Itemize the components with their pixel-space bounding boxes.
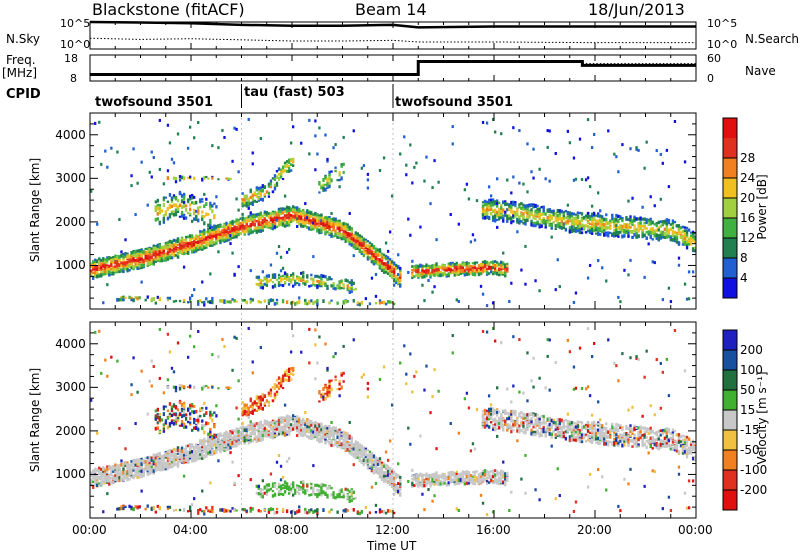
velocity-colorbar-segment — [723, 430, 737, 450]
y-tick-label: 3000 — [55, 380, 86, 395]
station-title: Blackstone (fitACF) — [92, 0, 245, 19]
cpid-segment-2: tau (fast) 503 — [244, 85, 345, 100]
frequency-line — [90, 60, 696, 76]
nsearch-line — [89, 37, 696, 44]
power-colorbar-tick-label: 16 — [740, 211, 756, 225]
x-tick-label: 16:00 — [476, 523, 511, 537]
power-colorbar-segment — [723, 118, 737, 138]
nsearch-tick-bottom: 10^0 — [707, 38, 738, 51]
time-axis-title: Time UT — [367, 539, 417, 553]
power-colorbar-segment — [723, 138, 737, 158]
velocity-colorbar-segment — [723, 410, 737, 430]
nsky-label: N.Sky — [6, 32, 41, 46]
y-tick-label: 1000 — [55, 258, 86, 273]
y-tick-label: 1000 — [55, 467, 86, 482]
velocity-heatmap-cells — [90, 326, 697, 517]
power-colorbar-tick-label: 8 — [740, 251, 748, 265]
freq-label: Freq. — [6, 53, 36, 67]
nsky-line — [89, 20, 696, 29]
cpid-segment-3: twofsound 3501 — [395, 95, 514, 110]
velocity-colorbar-tick-label: 15 — [740, 403, 756, 417]
date-title: 18/Jun/2013 — [588, 0, 685, 19]
nsearch-label: N.Search — [745, 32, 800, 46]
power-colorbar-segment — [723, 278, 737, 298]
freq-tick-top: 18 — [64, 52, 78, 65]
x-tick-label: 12:00 — [375, 523, 410, 537]
velocity-colorbar-segment — [723, 330, 737, 350]
y-tick-label: 2000 — [55, 214, 86, 229]
power-colorbar-segment — [723, 238, 737, 258]
velocity-colorbar-tick-label: -15 — [740, 423, 760, 437]
velocity-colorbar-tick-label: -50 — [740, 443, 760, 457]
nave-tick-bottom: 0 — [707, 72, 714, 85]
velocity-colorbar-tick-label: 200 — [740, 343, 763, 357]
y-tick-label: 4000 — [55, 127, 86, 142]
velocity-colorbar-segment — [723, 350, 737, 370]
x-tick-label: 08:00 — [274, 523, 309, 537]
power-colorbar-segment — [723, 218, 737, 238]
nsearch-tick-top: 10^5 — [707, 17, 738, 30]
power-colorbar-segment — [723, 258, 737, 278]
velocity-colorbar-segment — [723, 470, 737, 490]
freq-unit-label: [MHz] — [2, 66, 38, 80]
x-tick-label: 20:00 — [577, 523, 612, 537]
power-colorbar-tick-label: 20 — [740, 191, 756, 205]
power-colorbar-tick-label: 24 — [740, 171, 756, 185]
power-colorbar-tick-label: 28 — [740, 151, 756, 165]
beam-title: Beam 14 — [355, 0, 427, 19]
power-colorbar-segment — [723, 158, 737, 178]
x-tick-label: 00:00 — [678, 523, 713, 537]
nave-line — [90, 61, 696, 75]
velocity-colorbar-frame — [722, 329, 738, 511]
velocity-colorbar-segment — [723, 490, 737, 510]
power-colorbar-segment — [723, 198, 737, 218]
freq-tick-bottom: 8 — [70, 72, 77, 85]
y-tick-label: 3000 — [55, 171, 86, 186]
power-colorbar-segment — [723, 178, 737, 198]
power-heatmap-cells — [90, 117, 697, 308]
cpid-segment-1: twofsound 3501 — [95, 95, 214, 110]
velocity-colorbar-tick-label: 50 — [740, 383, 756, 397]
velocity-colorbar-segment — [723, 390, 737, 410]
nave-tick-top: 60 — [707, 52, 721, 65]
x-tick-label: 00:00 — [72, 523, 107, 537]
velocity-colorbar-tick-label: 100 — [740, 363, 763, 377]
power-colorbar-frame — [722, 117, 738, 299]
x-tick-label: 04:00 — [173, 523, 208, 537]
velocity-colorbar-tick-label: -200 — [740, 483, 768, 497]
power-colorbar-tick-label: 12 — [740, 231, 756, 245]
y-tick-label: 2000 — [55, 423, 86, 438]
y-tick-label: 4000 — [55, 336, 86, 351]
nsky-tick-top: 10^5 — [60, 17, 91, 30]
velocity-colorbar-segment — [723, 370, 737, 390]
nave-label: Nave — [745, 64, 776, 78]
cpid-label: CPID — [6, 87, 41, 102]
nsky-tick-bottom: 10^0 — [60, 38, 91, 51]
velocity-colorbar-tick-label: -100 — [740, 463, 768, 477]
velocity-colorbar-segment — [723, 450, 737, 470]
power-colorbar-tick-label: 4 — [740, 271, 748, 285]
